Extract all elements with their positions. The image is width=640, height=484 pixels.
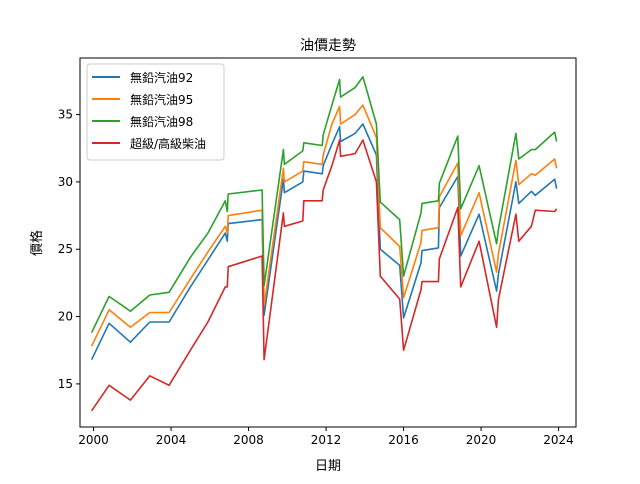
y-axis: 15 20 25 30 35	[58, 108, 80, 391]
x-axis-label: 日期	[315, 459, 341, 474]
x-axis: 2000 2004 2008 2012 2016 2020 2024	[78, 427, 574, 447]
legend-label: 無鉛汽油95	[130, 92, 193, 107]
series-line-3	[90, 76, 558, 334]
x-tick-label: 2004	[156, 433, 187, 447]
legend-label: 無鉛汽油98	[130, 114, 193, 129]
y-tick-label: 30	[58, 175, 73, 189]
series-line-4	[90, 139, 558, 412]
legend-label: 無鉛汽油92	[130, 70, 193, 85]
series-line-1	[90, 123, 558, 361]
legend: 無鉛汽油92 無鉛汽油95 無鉛汽油98 超級/高級柴油	[86, 63, 225, 161]
x-tick-label: 2016	[388, 433, 419, 447]
y-tick-label: 20	[58, 310, 73, 324]
plot-frame	[79, 57, 577, 428]
legend-label: 超級/高級柴油	[130, 136, 206, 151]
x-tick-label: 2000	[78, 433, 109, 447]
x-tick-label: 2024	[543, 433, 574, 447]
legend-box	[86, 63, 225, 161]
series-line-2	[90, 104, 558, 347]
x-tick-label: 2020	[466, 433, 497, 447]
y-tick-label: 25	[58, 242, 73, 256]
chart-title: 油價走勢	[300, 37, 356, 54]
x-tick-label: 2012	[311, 433, 342, 447]
plot-area	[90, 76, 558, 412]
x-tick-label: 2008	[233, 433, 264, 447]
y-tick-label: 15	[58, 377, 73, 391]
y-axis-label: 價格	[29, 230, 45, 256]
y-tick-label: 35	[58, 108, 73, 122]
